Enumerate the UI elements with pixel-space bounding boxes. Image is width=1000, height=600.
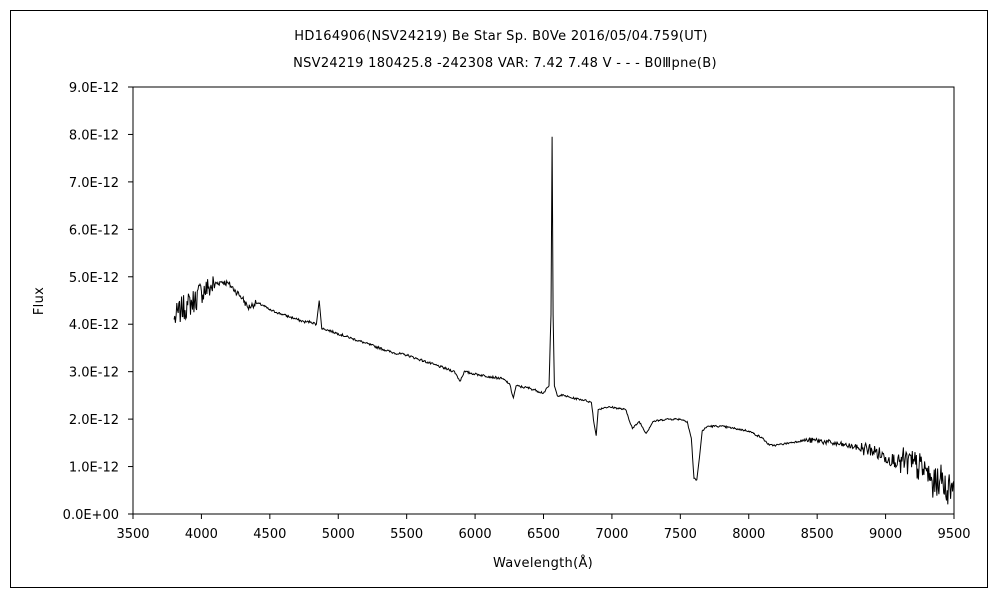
y-tick-label: 7.0E-12 [69,176,119,191]
x-axis: 3500 4000 4500 5000 5500 6000 6500 7000 7500 8000… [116,514,971,542]
x-tick-label: 8500 [801,527,834,542]
y-tick-label: 8.0E-12 [69,128,119,143]
x-tick-label: 7500 [664,527,697,542]
plot-area [132,86,955,515]
y-axis: 0.0E+00 1.0E-12 2.0E-12 3.0E-12 4.0E-12 5.0E-… [63,81,133,523]
y-tick-label: 0.0E+00 [63,508,119,523]
y-tick-label: 6.0E-12 [69,223,119,238]
y-tick-label: 5.0E-12 [69,271,119,286]
spectrum-chart: HD164906(NSV24219) Be Star Sp. B0Ve 2016… [32,29,971,571]
x-axis-label: Wavelength(Å) [493,555,593,571]
x-tick-label: 7000 [595,527,628,542]
y-tick-label: 9.0E-12 [69,81,119,96]
y-axis-label: Flux [32,287,47,315]
y-tick-label: 4.0E-12 [69,318,119,333]
spectrum-series-line [173,136,955,505]
y-tick-label: 1.0E-12 [69,461,119,476]
chart-frame: HD164906(NSV24219) Be Star Sp. B0Ve 2016… [10,10,988,588]
chart-title: HD164906(NSV24219) Be Star Sp. B0Ve 2016… [294,29,707,44]
x-tick-label: 8000 [732,527,765,542]
x-tick-label: 4000 [185,527,218,542]
x-tick-label: 6000 [459,527,492,542]
x-tick-label: 4500 [253,527,286,542]
x-tick-label: 9000 [869,527,902,542]
x-tick-label: 3500 [116,527,149,542]
x-tick-label: 5000 [322,527,355,542]
y-tick-label: 3.0E-12 [69,366,119,381]
y-tick-label: 2.0E-12 [69,413,119,428]
chart-subtitle: NSV24219 180425.8 -242308 VAR: 7.42 7.48… [293,56,717,71]
x-tick-label: 6500 [527,527,560,542]
x-tick-label: 9500 [937,527,970,542]
x-tick-label: 5500 [390,527,423,542]
